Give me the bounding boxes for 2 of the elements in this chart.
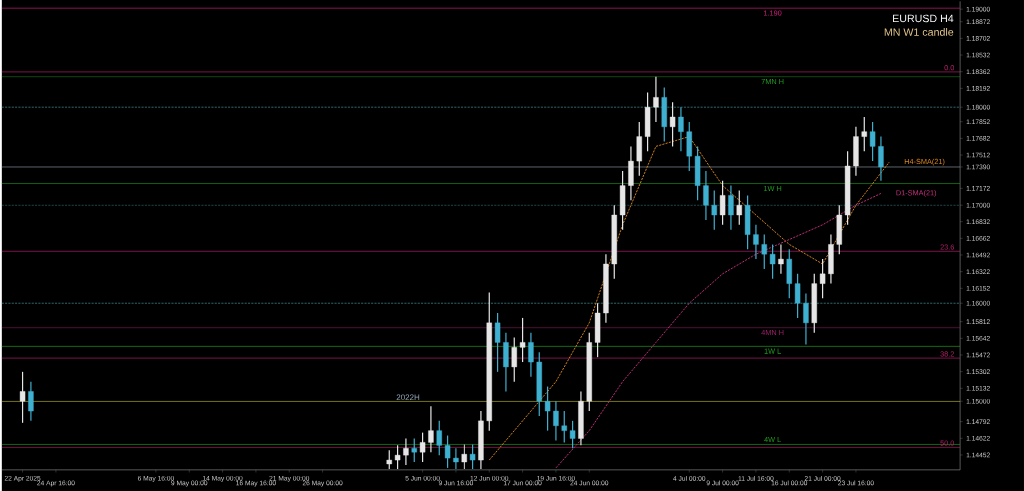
text: EURUSD H4 <box>893 14 954 23</box>
text: MN W1 candle <box>884 27 954 36</box>
